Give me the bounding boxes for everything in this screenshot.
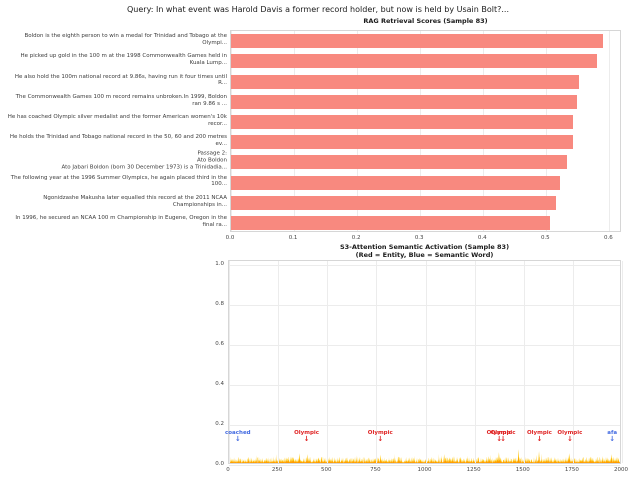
doc-label: The following year at the 1996 Summer Ol… [10,174,227,188]
figure-query-title: Query: In what event was Harold Davis a … [126,5,509,14]
rag-chart-title: RAG Retrieval Scores (Sample 83) [363,17,488,25]
x-tick-label: 2000 [614,467,628,473]
y-tick-label: 0.8 [215,301,224,307]
annotation-label: Olympic [486,430,512,436]
retrieval-score-bar [231,74,580,89]
gridline [278,261,280,463]
gridline [425,261,427,463]
doc-label: He has coached Olympic silver medalist a… [7,114,227,127]
annotation-entity: Olympic ↓ [491,430,516,443]
attention-plot-area [228,260,623,466]
attention-signal-high [229,449,620,463]
down-arrow-icon: ↓ [496,435,503,443]
annotation-semantic: afa ↓ [607,430,617,443]
annotation-label: Olympic [490,430,516,436]
annotation-semantic: coached ↓ [225,430,251,443]
x-tick-label: 0.6 [604,235,613,241]
gridline [474,261,476,463]
x-tick-label: 750 [370,467,381,473]
retrieval-score-bar [231,135,574,150]
x-tick-label: 0.3 [414,235,424,241]
doc-label: He holds the Trinidad and Tobago nationa… [9,134,227,148]
retrieval-score-bar [231,114,574,129]
annotation-entity: Olympic ↓ [368,430,393,443]
x-tick-label: 500 [321,467,332,473]
x-tick-label: 1500 [515,467,530,473]
annotation-label: Olympic [526,430,552,436]
annotation-label: Olympic [557,430,583,436]
retrieval-score-bar [231,94,577,109]
down-arrow-icon: ↓ [609,435,616,443]
annotation-label: afa [607,430,618,436]
attention-chart-subtitle: (Red = Entity, Blue = Semantic Word) [355,251,494,259]
gridline [229,345,620,346]
gridline [229,305,620,306]
gridline [376,261,378,463]
down-arrow-icon: ↓ [377,435,384,443]
x-tick-label: 0.1 [288,235,298,241]
gridline [294,31,296,231]
gridline [609,31,611,231]
gridline [622,261,623,463]
gridline [572,261,574,463]
y-tick-label: 0.6 [215,341,224,347]
gridline [357,31,359,231]
x-tick-label: 250 [271,467,283,473]
annotation-entity: Olympic ↓ [294,430,319,443]
down-arrow-icon: ↓ [536,435,543,443]
retrieval-score-bar [231,54,597,69]
attention-signal [229,449,620,463]
x-tick-label: 0.2 [351,235,361,241]
gridline [327,261,329,463]
doc-label: Boldon is the eighth person to win a med… [24,33,227,47]
gridline [229,465,620,466]
gridline [483,31,485,231]
annotation-entity: Olympic ↓ [557,430,582,443]
gridline [229,265,620,266]
doc-label: He picked up gold in the 100 m at the 19… [20,53,227,67]
annotation-entity: Olympic ↓ [527,430,552,443]
down-arrow-icon: ↓ [234,435,241,443]
gridline [523,261,525,463]
gridline [229,385,620,386]
rag-bar-chart-plot-area [230,30,621,232]
x-tick-label: 0.0 [225,235,235,241]
doc-label: Ngonidzashe Makusha later equalled this … [43,194,227,208]
y-tick-label: 0.2 [215,421,224,427]
retrieval-score-bar [231,215,551,230]
down-arrow-icon: ↓ [500,435,507,443]
retrieval-score-bar [231,155,567,170]
doc-label: Passage 2: Ato Boldon Ato Jabari Boldon … [61,150,227,171]
annotation-label: Olympic [294,430,320,436]
down-arrow-icon: ↓ [303,435,310,443]
doc-label: The Commonwealth Games 100 m record rema… [15,93,227,107]
y-tick-label: 0.4 [215,381,224,387]
x-tick-label: 0 [226,467,230,473]
gridline [420,31,422,231]
gridline [229,261,230,463]
x-tick-label: 1000 [417,467,432,473]
down-arrow-icon: ↓ [566,435,573,443]
annotation-entity: Olympic ↓ [487,430,512,443]
x-tick-label: 1750 [564,467,579,473]
gridline [231,31,232,231]
retrieval-score-bar [231,195,557,210]
annotation-label: Olympic [367,430,393,436]
attention-chart-title: S3-Attention Semantic Activation (Sample… [339,243,510,251]
annotation-label: coached [225,430,251,436]
y-tick-label: 0.0 [215,461,224,467]
gridline [229,425,620,426]
y-tick-label: 1.0 [215,261,224,267]
attention-signal-low [229,456,620,463]
doc-label: He also hold the 100m national record at… [14,73,227,87]
retrieval-score-bar [231,34,604,49]
x-tick-label: 0.4 [477,235,487,241]
doc-label: In 1996, he secured an NCAA 100 m Champi… [15,215,227,228]
x-tick-label: 1250 [466,467,481,473]
gridline [546,31,548,231]
x-tick-label: 0.5 [540,235,550,241]
retrieval-score-bar [231,175,560,190]
